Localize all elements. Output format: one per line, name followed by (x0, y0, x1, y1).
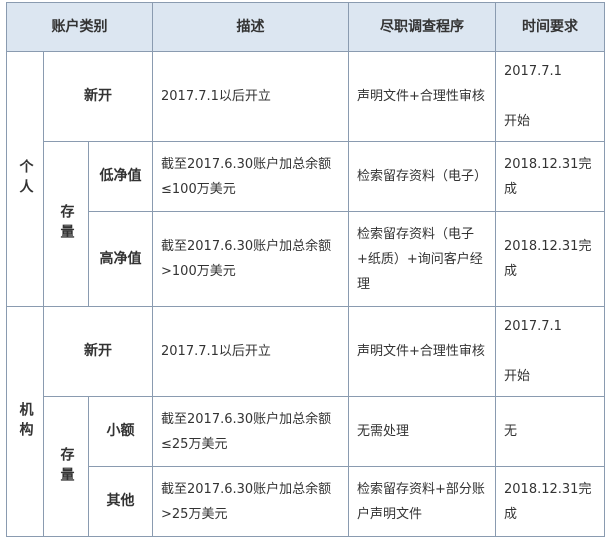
table-cell: 存量 (43, 141, 89, 307)
table-cell: 截至2017.6.30账户加总余额≤100万美元 (152, 141, 350, 212)
table-cell: 机构 (6, 306, 44, 537)
table-cell: 声明文件+合理性审核 (348, 306, 497, 397)
table-cell: 存量 (43, 396, 89, 537)
table-cell: 小额 (87, 396, 154, 467)
table-cell: 截至2017.6.30账户加总余额>25万美元 (152, 466, 350, 537)
header-cell: 账户类别 (5, 2, 154, 52)
header-cell: 尽职调查程序 (348, 2, 497, 52)
table-cell: 低净值 (87, 141, 154, 212)
table-cell: 新开 (42, 306, 154, 397)
table-cell: 截至2017.6.30账户加总余额>100万美元 (152, 211, 350, 307)
table-cell: 2017.7.1以后开立 (152, 306, 350, 397)
table-cell: 检索留存资料+部分账户声明文件 (348, 466, 497, 537)
table-cell: 无 (495, 396, 606, 467)
account-table: 账户类别 描述 尽职调查程序 时间要求 个人 新开 2017.7.1以后开立 声明文件… (5, 2, 606, 537)
table-cell: 2017.7.1以后开立 (152, 51, 350, 142)
header-cell: 描述 (152, 2, 350, 52)
table-cell: 其他 (87, 466, 154, 537)
table-cell: 2018.12.31完成 (495, 141, 606, 212)
table-cell: 2018.12.31完成 (495, 466, 606, 537)
table-cell: 无需处理 (348, 396, 497, 467)
table-cell: 检索留存资料（电子+纸质）+询问客户经理 (348, 211, 497, 307)
table-cell: 个人 (6, 51, 44, 307)
table-cell: 2017.7.1 开始 (495, 51, 606, 142)
table-cell: 截至2017.6.30账户加总余额≤25万美元 (152, 396, 350, 467)
table-cell: 声明文件+合理性审核 (348, 51, 497, 142)
table-cell: 新开 (42, 51, 154, 142)
header-cell: 时间要求 (495, 2, 606, 52)
table-cell: 2017.7.1 开始 (495, 306, 606, 397)
table-cell: 2018.12.31完成 (495, 211, 606, 307)
table-cell: 高净值 (87, 211, 154, 307)
table-cell: 检索留存资料（电子） (348, 141, 497, 212)
